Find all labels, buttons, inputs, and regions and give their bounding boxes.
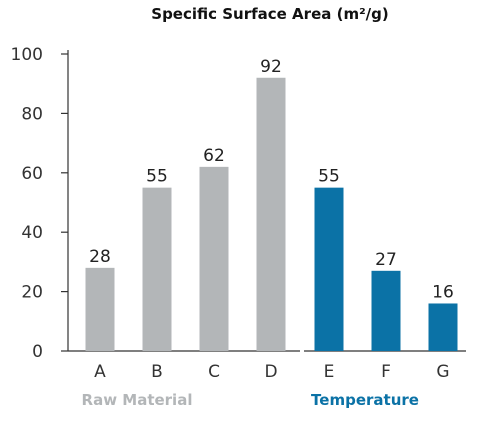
data-label-E: 55 [318,167,340,187]
data-label-B: 55 [146,167,168,187]
category-label-E: E [324,362,335,382]
data-label-F: 27 [375,250,397,270]
y-tick-label: 40 [21,223,43,243]
category-labels: A B C D E F G [94,362,449,382]
group-label-raw-material: Raw Material [82,391,193,409]
bars [85,77,458,351]
category-label-F: F [381,362,391,382]
bar-C [199,166,229,351]
bar-A [85,267,115,351]
data-label-G: 16 [432,282,454,302]
data-label-A: 28 [89,247,111,267]
bar-F [371,270,401,351]
category-label-C: C [208,362,220,382]
y-tick-label: 100 [11,45,43,65]
category-label-D: D [264,362,277,382]
bar-G [428,303,458,351]
data-labels: 28 55 62 92 55 27 16 [89,57,454,303]
bar-D [256,77,286,351]
category-label-A: A [94,362,106,382]
y-tick-label: 20 [21,283,43,303]
data-label-C: 62 [203,146,225,166]
category-label-G: G [436,362,449,382]
chart-title: Specific Surface Area (m²/g) [151,5,388,23]
y-tick-label: 60 [21,164,43,184]
bar-E [314,187,344,351]
category-label-B: B [151,362,163,382]
group-label-temperature: Temperature [311,391,419,409]
bar-B [142,187,172,351]
y-tick-label: 80 [21,104,43,124]
data-label-D: 92 [260,57,282,77]
y-tick-label: 0 [32,342,43,362]
y-axis-ticks: 0 20 40 60 80 100 [11,45,68,362]
